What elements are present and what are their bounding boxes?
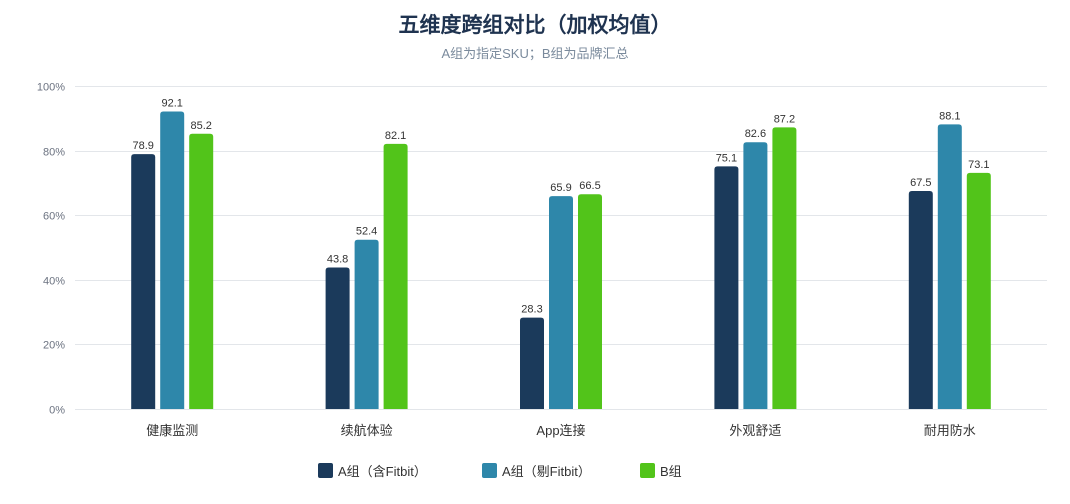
bar-series-2-category-5	[937, 124, 962, 409]
value-label-series-3-category-4: 87.2	[774, 113, 795, 125]
value-label-series-1-category-2: 43.8	[327, 254, 348, 266]
bar-series-2-category-2	[354, 239, 379, 409]
bar-series-3-category-5	[966, 172, 991, 409]
bar-series-3-category-2	[383, 143, 408, 409]
value-label-series-1-category-4: 75.1	[716, 152, 737, 164]
bar-series-3-category-1	[189, 133, 214, 409]
value-label-series-2-category-4: 82.6	[745, 128, 766, 140]
legend-item-3[interactable]: B组	[640, 463, 682, 479]
legend: A组（含Fitbit） A组（剔Fitbit） B组	[318, 463, 682, 479]
value-label-series-2-category-1: 92.1	[161, 98, 182, 110]
chart-subtitle: A组为指定SKU；B组为品牌汇总	[441, 46, 628, 62]
y-tick-label: 60%	[43, 211, 65, 223]
y-tick-label: 100%	[37, 82, 65, 94]
value-label-series-1-category-3: 28.3	[521, 304, 542, 316]
category-label-1: 健康监测	[146, 423, 198, 438]
category-label-3: App连接	[536, 423, 585, 438]
value-label-series-2-category-5: 88.1	[939, 110, 960, 122]
value-label-series-3-category-5: 73.1	[968, 159, 989, 171]
y-tick-label: 20%	[43, 340, 65, 352]
legend-label: A组（剔Fitbit）	[502, 464, 591, 479]
category-label-2: 续航体验	[341, 423, 393, 438]
bar-series-1-category-3	[520, 317, 544, 409]
legend-label: B组	[660, 464, 682, 479]
bar-series-1-category-2	[325, 267, 350, 409]
y-tick-label: 80%	[43, 147, 65, 159]
legend-item-1[interactable]: A组（含Fitbit）	[318, 463, 427, 479]
legend-label: A组（含Fitbit）	[338, 464, 427, 479]
value-label-series-2-category-2: 52.4	[356, 226, 377, 238]
legend-swatch	[482, 463, 497, 478]
category-label-4: 外观舒适	[729, 423, 781, 438]
legend-item-2[interactable]: A组（剔Fitbit）	[482, 463, 591, 479]
bar-series-2-category-3	[549, 196, 573, 409]
bar-series-1-category-5	[908, 190, 933, 409]
bar-series-1-category-1	[131, 154, 156, 409]
legend-swatch	[640, 463, 655, 478]
value-label-series-1-category-1: 78.9	[132, 140, 153, 152]
y-tick-label: 40%	[43, 276, 65, 288]
bar-series-1-category-4	[714, 166, 739, 409]
value-label-series-3-category-3: 66.5	[579, 180, 600, 192]
value-label-series-2-category-3: 65.9	[550, 182, 571, 194]
value-label-series-1-category-5: 67.5	[910, 177, 931, 189]
y-tick-label: 0%	[49, 405, 65, 417]
chart-title: 五维度跨组对比（加权均值）	[399, 13, 672, 37]
legend-swatch	[318, 463, 333, 478]
bar-series-3-category-4	[772, 127, 797, 410]
category-label-5: 耐用防水	[924, 423, 976, 438]
bar-series-2-category-1	[160, 111, 185, 409]
plot-area: 78.9 92.1 85.2 健康监测 43.8 52.4 82.1 续航体验 28.3 65.9…	[131, 98, 991, 438]
bar-series-3-category-3	[578, 194, 602, 409]
bar-series-2-category-4	[743, 142, 768, 409]
value-label-series-3-category-1: 85.2	[190, 120, 211, 132]
value-label-series-3-category-2: 82.1	[385, 130, 406, 142]
